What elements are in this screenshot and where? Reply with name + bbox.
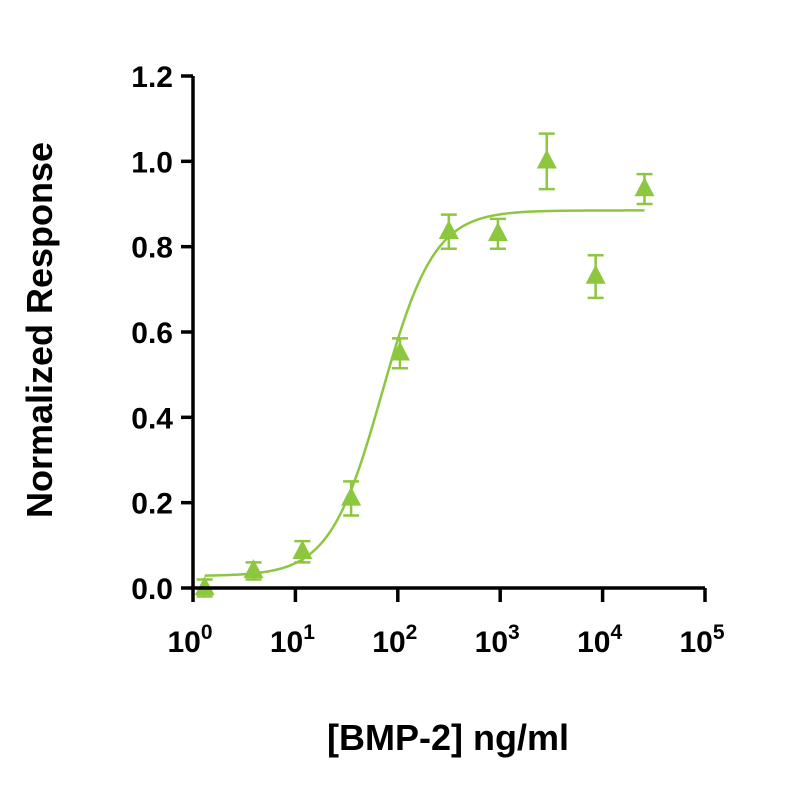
x-tick-label: 102	[372, 621, 417, 659]
y-tick-label: 0.4	[131, 402, 173, 435]
triangle-marker	[194, 576, 215, 596]
data-point	[438, 213, 459, 251]
y-tick-label: 0.6	[131, 317, 173, 350]
y-tick-label: 1.0	[131, 146, 173, 179]
x-tick-label: 103	[475, 621, 520, 659]
y-tick-label: 1.2	[131, 61, 173, 94]
data-point	[243, 559, 264, 581]
triangle-marker	[634, 177, 655, 197]
triangle-marker	[389, 341, 410, 361]
fit-curve	[204, 209, 645, 577]
triangle-marker	[243, 559, 264, 579]
triangle-marker	[292, 539, 313, 559]
data-point	[487, 217, 508, 251]
triangle-marker	[585, 264, 606, 284]
data-point	[585, 253, 606, 300]
data-point	[536, 132, 557, 191]
triangle-marker	[341, 486, 362, 506]
x-tick-label: 101	[270, 621, 315, 659]
y-tick-label: 0.8	[131, 232, 173, 265]
y-axis-title: Normalized Response	[19, 142, 60, 518]
triangle-marker	[536, 149, 557, 169]
axes: 0.0 0.2 0.4 0.6 0.8 1.0 1.2 100 101 102 103 104 105	[131, 61, 725, 659]
fit-curve-layer	[204, 209, 645, 577]
y-tick-label: 0.2	[131, 488, 173, 521]
y-tick-label: 0.0	[131, 573, 173, 606]
x-tick-label: 105	[679, 621, 724, 659]
x-tick-label: 104	[577, 621, 622, 659]
x-tick-label: 100	[167, 621, 212, 659]
triangle-marker	[438, 219, 459, 239]
triangle-marker	[487, 222, 508, 242]
data-point	[634, 172, 655, 206]
data-point	[292, 539, 313, 564]
data-point	[389, 337, 410, 370]
data-points-layer	[194, 132, 655, 598]
data-point	[341, 480, 362, 517]
x-axis-title: [BMP-2] ng/ml	[327, 717, 569, 758]
